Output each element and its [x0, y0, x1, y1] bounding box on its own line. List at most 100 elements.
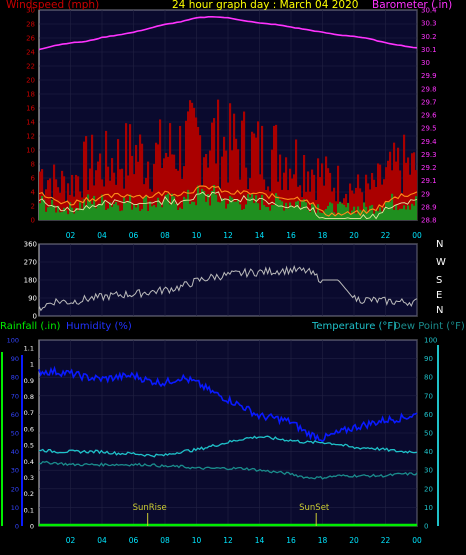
wind-average-bar — [83, 199, 86, 220]
wind-gust-bar — [275, 124, 278, 220]
wind-gust-bar — [131, 155, 134, 220]
wind-average-bar — [197, 185, 200, 220]
humidity-tick-label: 100 — [7, 337, 19, 345]
wind-average-bar — [267, 206, 270, 220]
rain-tick-label: 0 — [30, 523, 34, 531]
wind-average-bar — [235, 201, 238, 220]
wind-gust-bar — [365, 174, 368, 220]
wind-hour-label: 08 — [160, 231, 170, 240]
wind-average-bar — [277, 196, 280, 220]
wind-hour-label: 04 — [97, 231, 107, 240]
wind-gust-bar — [85, 136, 88, 220]
barometer-line — [38, 16, 418, 51]
wind-hour-label: 16 — [286, 231, 296, 240]
wind-average-bar — [231, 197, 234, 220]
wind-gust-bar — [59, 192, 62, 220]
wind-gust-bar — [377, 163, 380, 220]
weather-hour-label: 08 — [160, 536, 170, 545]
wind-gust-bar — [317, 158, 320, 220]
wind-average-bar — [257, 203, 260, 220]
weather-hour-label: 10 — [192, 536, 202, 545]
wind-min-line — [38, 191, 418, 220]
wind-average-bar — [403, 205, 406, 220]
wind-y-tick-label: 10 — [26, 147, 35, 155]
wind-gust-bar — [393, 142, 396, 220]
wind-gust-bar — [355, 187, 358, 220]
wind-gust-bar — [97, 161, 100, 220]
wind-gust-bar — [49, 178, 52, 220]
wind-average-bar — [131, 209, 134, 220]
wind-average-bar — [153, 205, 156, 220]
wind-average-bar — [169, 204, 172, 220]
wind-gust-bar — [413, 152, 416, 220]
wind-gust-bar — [163, 158, 166, 220]
wind-gust-bar — [253, 133, 256, 220]
wind-average-bar — [361, 210, 364, 220]
wind-gust-bar — [319, 177, 322, 220]
wind-average-bar — [129, 194, 132, 220]
wind-average-bar — [299, 207, 302, 220]
wind-gust-bar — [337, 165, 340, 220]
wind-average-bar — [173, 196, 176, 220]
wind-average-bar — [275, 193, 278, 220]
wind-average-bar — [351, 210, 354, 220]
weather-hour-label: 18 — [318, 536, 328, 545]
rain-tick-label: 1 — [30, 361, 34, 369]
wind-gust-bar — [283, 172, 286, 220]
wind-gust-bar — [345, 193, 348, 220]
wind-average-bar — [343, 204, 346, 220]
wind-average-bar — [301, 200, 304, 220]
wind-average-bar — [113, 204, 116, 220]
wind-gust-bar — [251, 131, 254, 220]
wind-gust-bar — [41, 169, 44, 220]
rain-tick-label: 1.1 — [24, 345, 34, 353]
wind-average-bar — [121, 210, 124, 220]
wind-average-bar — [137, 204, 140, 220]
wind-average-bar — [49, 206, 52, 220]
wind-gust-bar — [141, 143, 144, 220]
wind-gust-bar — [207, 167, 210, 220]
temperature-tick-label: 30 — [424, 467, 433, 475]
wind-average-bar — [383, 207, 386, 220]
wind-average-bar — [335, 214, 338, 220]
wind-average-bar — [227, 203, 230, 220]
wind-gust-bar — [299, 185, 302, 220]
wind-gust-bar — [109, 180, 112, 220]
wind-gust-bar — [357, 174, 360, 220]
wind-average-bar — [353, 206, 356, 220]
wind-gust-bar — [233, 113, 236, 220]
wind-hour-label: 12 — [223, 231, 233, 240]
wind-average-bar — [305, 202, 308, 220]
wind-average-bar — [367, 212, 370, 220]
wind-average-bar — [341, 203, 344, 220]
barometer-tick-label: 29.3 — [421, 151, 437, 159]
wind-average-bar — [191, 201, 194, 220]
wind-average-bar — [79, 202, 82, 220]
barometer-tick-label: 30.1 — [421, 46, 437, 54]
wind-average-bar — [143, 197, 146, 220]
wind-gust-bar — [113, 172, 116, 220]
wind-gust-bar — [327, 168, 330, 220]
wind-average-bar — [203, 190, 206, 220]
wind-y-tick-label: 14 — [26, 119, 35, 127]
weather-hour-label: 14 — [255, 536, 265, 545]
rain-tick-label: 0.6 — [24, 425, 34, 433]
wind-gust-bar — [159, 119, 162, 220]
wind-gust-bar — [195, 117, 198, 220]
weather-hour-label: 20 — [349, 536, 359, 545]
compass-label-s: S — [436, 275, 443, 286]
wind-gust-bar — [199, 135, 202, 220]
wind-hour-label: 10 — [192, 231, 202, 240]
wind-gust-bar — [71, 174, 74, 220]
wind-average-bar — [163, 199, 166, 220]
barometer-tick-label: 29.7 — [421, 98, 437, 106]
barometer-tick-label: 30 — [421, 59, 430, 67]
wind-average-bar — [103, 200, 106, 220]
wind-average-bar — [349, 214, 352, 220]
wind-gust-bar — [315, 200, 318, 220]
wind-gust-bar — [189, 100, 192, 220]
wind-gust-bar — [389, 151, 392, 220]
wind-y-tick-label: 26 — [26, 35, 35, 43]
temperature-tick-label: 0 — [424, 523, 428, 531]
wind-gust-bar — [241, 120, 244, 220]
